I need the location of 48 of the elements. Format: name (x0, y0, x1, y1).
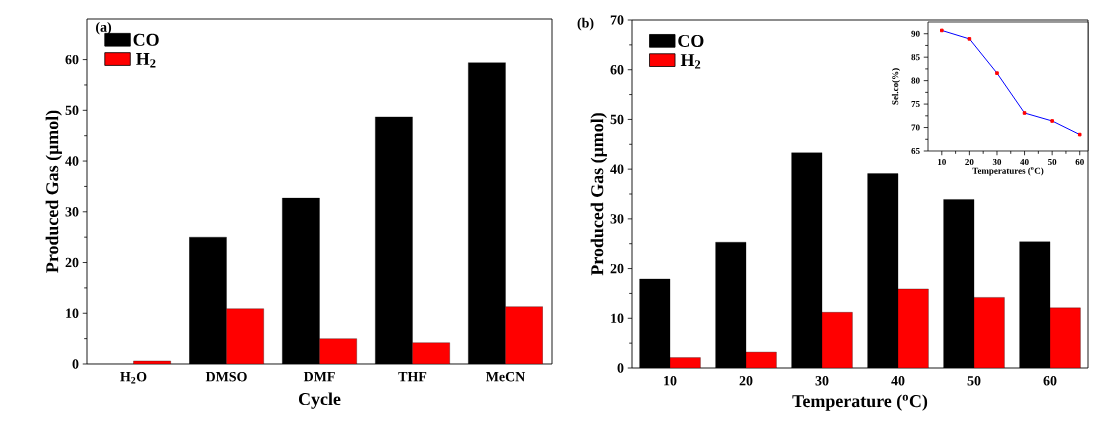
legend-label: CO (133, 33, 159, 46)
x-tick-label: 50 (1048, 158, 1057, 166)
x-axis-title: Temperature ($^{o}$C) (792, 394, 928, 411)
legend-label: H$_{2}$ (136, 53, 156, 68)
y-axis-title: Produced Gas (μmol) (590, 113, 607, 276)
x-axis-title: Temperatures ($^{o}$C) (972, 167, 1044, 176)
y-tick-label: 85 (911, 54, 920, 61)
x-tick-label: 40 (1020, 158, 1029, 166)
y-tick-label: 50 (610, 114, 624, 125)
x-tick-label: 20 (965, 158, 974, 166)
y-tick-label: 60 (610, 65, 624, 75)
y-tick-label: 10 (66, 308, 79, 318)
x-tick-label: 50 (967, 376, 981, 386)
x-tick-label: DMSO (205, 372, 247, 382)
x-tick-label: THF (398, 372, 427, 382)
y-tick-label: 60 (65, 54, 79, 65)
chart-title: (b) (577, 17, 594, 31)
chart-title: (a) (96, 21, 112, 35)
x-tick-label: DMF (303, 372, 335, 382)
x-tick-label: 20 (739, 376, 753, 386)
x-tick-label: 60 (1075, 158, 1084, 166)
y-tick-label: 50 (65, 105, 79, 116)
x-tick-label: MeCN (485, 372, 526, 382)
y-axis-title: Sel.co(%) (891, 68, 901, 105)
legend-label: H$_{2}$ (680, 54, 701, 69)
y-tick-label: 30 (65, 207, 79, 217)
y-tick-label: 10 (611, 313, 624, 323)
x-tick-label: H$_{2}$O (120, 372, 147, 384)
x-tick-label: 10 (664, 376, 677, 386)
y-tick-label: 80 (911, 77, 920, 84)
y-tick-label: 0 (72, 359, 79, 369)
x-tick-label: 30 (992, 158, 1002, 166)
y-axis-title: Produced Gas (μmol) (45, 110, 62, 273)
y-tick-label: 90 (911, 30, 920, 37)
y-tick-label: 75 (911, 101, 920, 108)
x-tick-label: 60 (1043, 376, 1057, 386)
y-tick-label: 20 (610, 263, 624, 274)
x-tick-label: 10 (938, 158, 946, 166)
x-tick-label: 40 (891, 376, 905, 386)
y-tick-label: 65 (911, 147, 920, 155)
legend-label: CO (678, 34, 704, 47)
y-tick-label: 20 (65, 257, 79, 268)
y-tick-label: 70 (610, 15, 624, 25)
x-axis-title: Cycle (298, 392, 341, 409)
x-tick-label: 30 (815, 376, 829, 386)
y-tick-label: 30 (610, 214, 624, 224)
y-tick-label: 70 (911, 124, 920, 131)
y-tick-label: 0 (617, 363, 624, 373)
